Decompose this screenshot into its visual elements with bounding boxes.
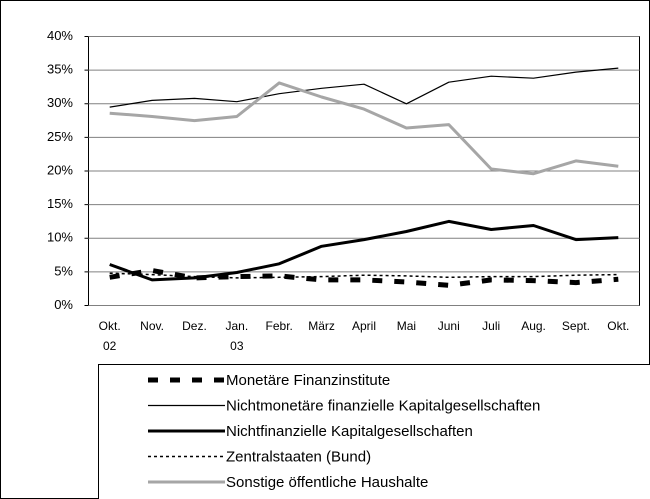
series-line: [109, 268, 619, 288]
x-tick-label: Juni: [438, 319, 460, 333]
legend-label: Monetäre Finanzinstitute: [226, 372, 390, 389]
x-tick-label: Nov.: [140, 319, 164, 333]
x-tick-label: Febr.: [266, 319, 293, 333]
y-tick-label: 5%: [54, 263, 73, 278]
x-tick-label: Sept.: [562, 319, 590, 333]
y-tick-label: 35%: [47, 62, 73, 77]
y-tick-label: 30%: [47, 95, 73, 110]
x-tick-label: Okt. 02: [99, 319, 121, 353]
series-line: [109, 219, 619, 282]
x-tick-label: Okt.: [607, 319, 629, 333]
y-tick-label: 0%: [54, 297, 73, 312]
x-tick-label: März: [308, 319, 335, 333]
legend-label: Nichtmonetäre finanzielle Kapitalgesells…: [226, 397, 540, 414]
x-tick-label: Dez.: [182, 319, 207, 333]
series-line: [109, 81, 619, 176]
x-tick-label: Mai: [397, 319, 416, 333]
x-tick-label: Jan. 03: [226, 319, 249, 353]
y-tick-label: 10%: [47, 230, 73, 245]
legend-label: Zentralstaaten (Bund): [226, 448, 371, 465]
x-tick-label: April: [352, 319, 376, 333]
y-tick-label: 25%: [47, 129, 73, 144]
x-tick-label: Juli: [482, 319, 500, 333]
y-tick-label: 15%: [47, 196, 73, 211]
legend-label: Sonstige öffentliche Haushalte: [226, 474, 428, 491]
legend-label: Nichtfinanzielle Kapitalgesellschaften: [226, 423, 473, 440]
y-tick-label: 40%: [47, 28, 73, 43]
x-tick-label: Aug.: [521, 319, 546, 333]
y-tick-label: 20%: [47, 162, 73, 177]
series-line: [109, 272, 619, 279]
series-line: [109, 67, 619, 108]
